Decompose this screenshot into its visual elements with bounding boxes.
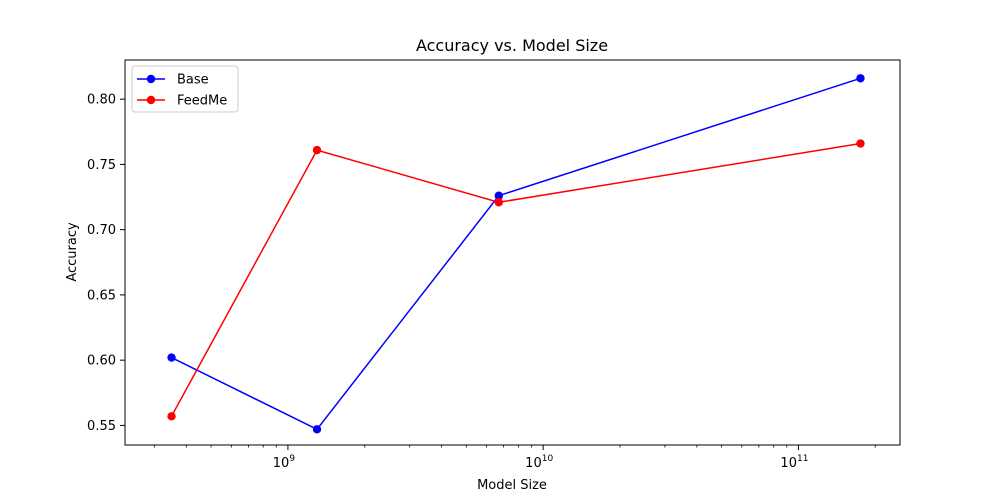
legend: Base FeedMe: [131, 65, 239, 113]
data-point: [312, 425, 322, 434]
plot-area-frame: [124, 59, 901, 446]
x-axis-label: Model Size: [477, 478, 547, 493]
y-tick-label: 0.55: [87, 419, 116, 434]
legend-entry: FeedMe: [137, 94, 227, 109]
chart-title: Accuracy vs. Model Size: [416, 36, 608, 55]
legend-label: FeedMe: [177, 94, 227, 109]
data-point: [494, 191, 503, 200]
y-tick-label: 0.70: [87, 223, 116, 238]
x-tick-label: 109: [273, 454, 296, 471]
x-axis: 109 1010 1011: [154, 445, 876, 471]
y-tick-label: 0.75: [87, 158, 116, 173]
legend-marker: [146, 95, 156, 105]
x-tick-label: 1010: [525, 454, 553, 471]
series-line: [171, 77, 861, 431]
data-point: [856, 139, 865, 148]
series-feedme: [167, 139, 865, 421]
legend-entry: Base: [137, 73, 209, 88]
data-point: [167, 353, 176, 362]
y-tick-label: 0.80: [87, 93, 116, 108]
legend-label: Base: [177, 73, 209, 88]
legend-marker: [146, 74, 156, 84]
data-point: [494, 198, 503, 207]
data-point: [312, 145, 322, 155]
series-layer: [167, 74, 865, 434]
data-point: [856, 74, 865, 83]
series-base: [167, 74, 865, 434]
y-tick-label: 0.60: [87, 354, 116, 369]
x-tick-label: 1011: [780, 454, 808, 471]
data-point: [167, 412, 176, 421]
y-axis-label: Accuracy: [65, 222, 80, 282]
y-tick-label: 0.65: [87, 288, 116, 303]
y-axis: 0.55 0.60 0.65 0.70 0.75 0.80: [87, 93, 125, 434]
series-line: [170, 142, 861, 417]
